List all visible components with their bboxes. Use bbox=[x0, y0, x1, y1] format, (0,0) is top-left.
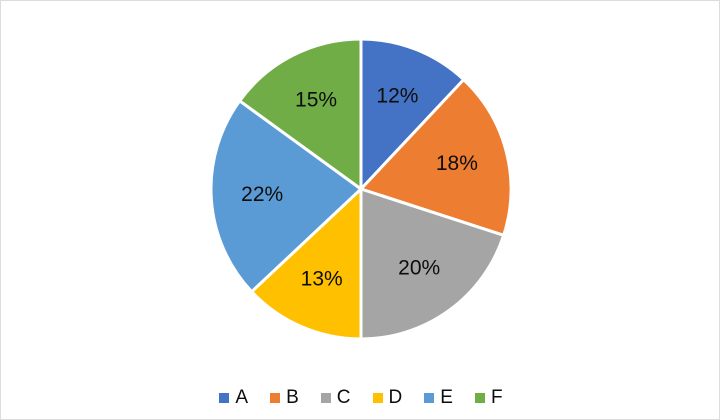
pie-slices-group bbox=[209, 37, 513, 341]
pie-chart-svg: 12% 18% 20% 13% 22% 15% bbox=[209, 37, 513, 341]
legend-swatch-icon bbox=[320, 392, 331, 403]
legend-swatch-icon bbox=[372, 392, 383, 403]
pie-slice-d[interactable] bbox=[250, 187, 363, 341]
legend-swatch-icon bbox=[219, 392, 230, 403]
pie-slice-a[interactable] bbox=[359, 37, 466, 191]
legend-label: D bbox=[388, 387, 403, 408]
pie-slice-b[interactable] bbox=[359, 78, 513, 237]
pie-labels-group: 12% 18% 20% 13% 22% 15% bbox=[241, 84, 478, 290]
legend-swatch-icon bbox=[474, 392, 485, 403]
legend-item-e[interactable]: E bbox=[424, 388, 453, 407]
pie-plot-area: 12% 18% 20% 13% 22% 15% bbox=[1, 1, 720, 366]
legend-item-a[interactable]: A bbox=[219, 388, 248, 407]
legend-label: B bbox=[286, 387, 299, 408]
legend-swatch-icon bbox=[424, 392, 435, 403]
pie-label-c: 20% bbox=[398, 257, 440, 280]
legend-label: A bbox=[235, 387, 249, 408]
legend-item-f[interactable]: F bbox=[474, 387, 503, 408]
legend-swatch-icon bbox=[270, 392, 281, 403]
pie-label-a: 12% bbox=[376, 84, 418, 107]
chart-legend: A B C D E F bbox=[1, 388, 720, 407]
legend-item-b[interactable]: B bbox=[270, 388, 299, 407]
legend-label: C bbox=[336, 387, 351, 408]
pie-slice-f[interactable] bbox=[238, 37, 363, 191]
legend-item-c[interactable]: C bbox=[320, 387, 351, 408]
legend-label: E bbox=[440, 387, 453, 408]
pie-label-b: 18% bbox=[436, 152, 478, 175]
pie-slice-e[interactable] bbox=[209, 99, 363, 294]
pie-label-d: 13% bbox=[301, 267, 343, 290]
pie-slice-c[interactable] bbox=[359, 187, 506, 341]
pie-label-e: 22% bbox=[241, 183, 283, 206]
pie-label-f: 15% bbox=[295, 88, 337, 111]
legend-label: F bbox=[490, 387, 503, 408]
legend-item-d[interactable]: D bbox=[372, 387, 403, 408]
